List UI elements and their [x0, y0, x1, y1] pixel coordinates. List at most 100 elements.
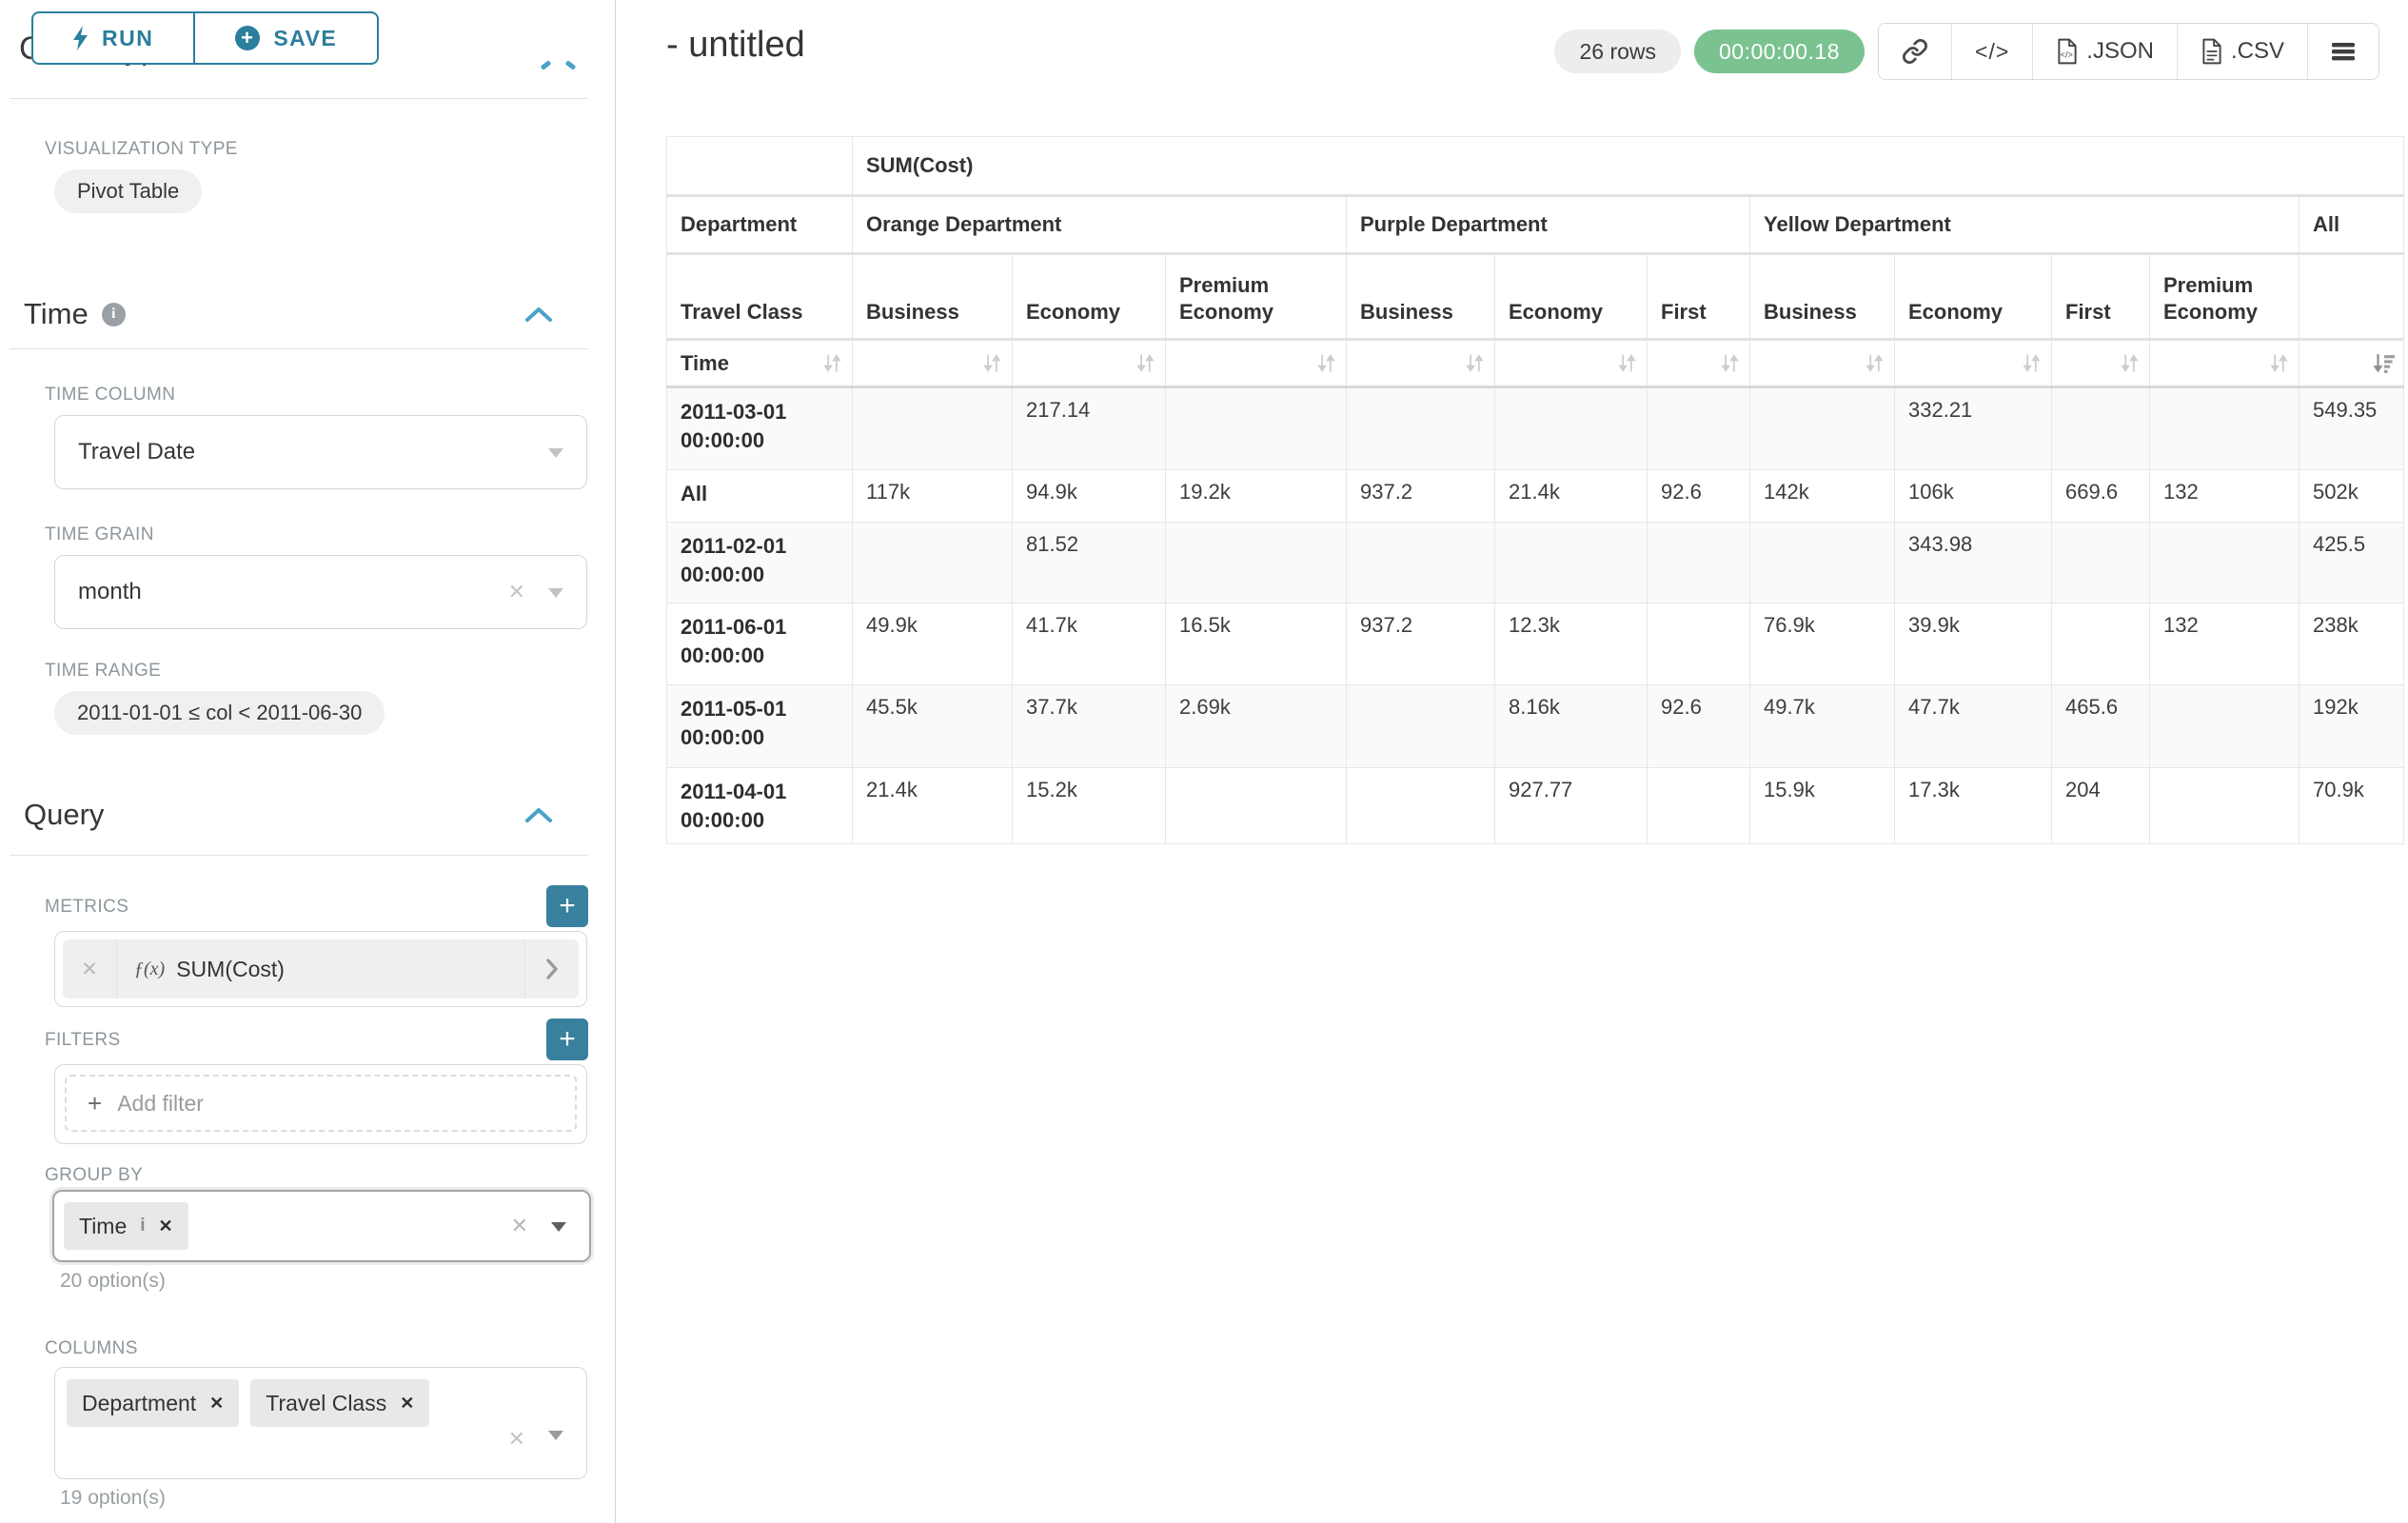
sort-icon[interactable]	[1863, 351, 1886, 375]
caret-down-icon[interactable]	[548, 588, 563, 598]
sort-icon[interactable]	[1463, 351, 1487, 375]
result-toolbar: 26 rows 00:00:00.18 </> </> .JSON	[1554, 23, 2379, 80]
run-button-label: RUN	[102, 26, 153, 51]
plus-circle-icon: +	[235, 26, 260, 50]
time-column-select[interactable]: Travel Date	[54, 415, 587, 489]
sort-icon[interactable]	[980, 351, 1004, 375]
pivot-department-header: Yellow Department	[1750, 196, 2299, 254]
chevron-up-icon[interactable]	[565, 60, 577, 70]
hamburger-icon	[2331, 41, 2356, 62]
clear-icon[interactable]: ✕	[508, 580, 525, 604]
columns-tag[interactable]: Travel Class ✕	[250, 1379, 429, 1427]
add-metric-button[interactable]: +	[546, 885, 588, 927]
pivot-cell	[1750, 387, 1895, 470]
pivot-cell: 49.9k	[853, 603, 1013, 685]
sort-icon[interactable]	[2118, 351, 2142, 375]
expand-metric-button[interactable]	[524, 940, 579, 999]
pivot-cell	[2052, 387, 2150, 470]
columns-select[interactable]: Department ✕ Travel Class ✕ ✕	[54, 1367, 587, 1479]
sort-icon[interactable]	[1718, 351, 1742, 375]
group-by-tag[interactable]: Time i ✕	[64, 1202, 188, 1250]
time-grain-select[interactable]: month ✕	[54, 555, 587, 629]
caret-down-icon[interactable]	[548, 1431, 563, 1440]
function-icon: ƒ(x)	[134, 959, 165, 980]
clear-icon[interactable]: ✕	[511, 1214, 528, 1238]
export-csv-button[interactable]: .CSV	[2178, 24, 2308, 79]
add-filter-plus-button[interactable]: +	[546, 1019, 588, 1060]
pivot-cell: 19.2k	[1166, 470, 1347, 523]
pivot-cell: 21.4k	[853, 768, 1013, 844]
pivot-cell: 669.6	[2052, 470, 2150, 523]
chevron-up-icon[interactable]	[523, 805, 554, 824]
pivot-cell	[1166, 768, 1347, 844]
sort-icon[interactable]	[1615, 351, 1639, 375]
columns-tag-label: Department	[82, 1391, 196, 1416]
chevron-up-icon[interactable]	[523, 305, 554, 324]
pivot-cell	[1495, 523, 1648, 603]
pivot-row: All117k94.9k19.2k937.221.4k92.6142k106k6…	[667, 470, 2404, 523]
pivot-cell: 142k	[1750, 470, 1895, 523]
pivot-sort-cell[interactable]	[1495, 340, 1648, 387]
pivot-cell: 92.6	[1648, 470, 1750, 523]
remove-metric-icon[interactable]: ✕	[63, 940, 117, 999]
copy-link-button[interactable]	[1879, 24, 1952, 79]
pivot-department-header: All	[2299, 196, 2404, 254]
pivot-sort-cell[interactable]	[2299, 340, 2404, 387]
caret-down-icon[interactable]	[551, 1222, 566, 1232]
columns-tag[interactable]: Department ✕	[67, 1379, 239, 1427]
chart-title[interactable]: - untitled	[666, 25, 805, 66]
columns-options-hint: 19 option(s)	[60, 1487, 166, 1510]
query-timer-badge: 00:00:00.18	[1694, 30, 1865, 73]
pivot-sort-cell[interactable]	[1013, 340, 1166, 387]
plus-icon: +	[88, 1091, 102, 1116]
time-column-value: Travel Date	[55, 439, 195, 465]
pivot-sort-cell[interactable]	[1895, 340, 2052, 387]
visualization-type-pill[interactable]: Pivot Table	[54, 169, 202, 213]
add-filter-button[interactable]: + Add filter	[65, 1075, 577, 1132]
pivot-sort-cell[interactable]	[1166, 340, 1347, 387]
sort-icon[interactable]	[1314, 351, 1338, 375]
sort-icon[interactable]	[2020, 351, 2043, 375]
pivot-travel-class-dim-label: Travel Class	[667, 254, 853, 340]
pivot-sort-cell[interactable]	[2150, 340, 2299, 387]
group-by-options-hint: 20 option(s)	[60, 1270, 166, 1293]
metric-pill[interactable]: ✕ ƒ(x) SUM(Cost)	[63, 940, 579, 999]
pivot-cell	[853, 523, 1013, 603]
remove-tag-icon[interactable]: ✕	[400, 1394, 414, 1414]
clear-icon[interactable]: ✕	[508, 1427, 525, 1452]
pivot-cell: 217.14	[1013, 387, 1166, 470]
time-range-pill[interactable]: 2011-01-01 ≤ col < 2011-06-30	[54, 691, 385, 735]
query-section-header: Query	[24, 798, 588, 832]
sort-icon[interactable]	[1134, 351, 1157, 375]
sort-icon[interactable]	[820, 351, 844, 375]
group-by-select[interactable]: Time i ✕ ✕	[52, 1190, 591, 1262]
pivot-row: 2011-05-01 00:00:0045.5k37.7k2.69k8.16k9…	[667, 685, 2404, 768]
pivot-cell	[2052, 523, 2150, 603]
caret-down-icon[interactable]	[548, 448, 563, 458]
remove-tag-icon[interactable]: ✕	[159, 1216, 173, 1236]
sort-desc-icon[interactable]	[2372, 351, 2396, 375]
chevron-up-icon[interactable]	[541, 60, 552, 70]
pivot-cell: 39.9k	[1895, 603, 2052, 685]
pivot-sort-cell[interactable]	[1347, 340, 1495, 387]
menu-button[interactable]	[2308, 24, 2378, 79]
run-button[interactable]: RUN	[31, 11, 194, 65]
info-icon[interactable]: i	[140, 1216, 145, 1236]
pivot-cell: 343.98	[1895, 523, 2052, 603]
save-button[interactable]: + SAVE	[194, 11, 379, 65]
sort-icon[interactable]	[2267, 351, 2291, 375]
pivot-cell: 92.6	[1648, 685, 1750, 768]
pivot-cell: 465.6	[2052, 685, 2150, 768]
info-icon[interactable]: i	[102, 303, 126, 326]
remove-tag-icon[interactable]: ✕	[209, 1394, 224, 1414]
pivot-row-label: 2011-05-01 00:00:00	[667, 685, 853, 768]
export-json-button[interactable]: </> .JSON	[2033, 24, 2178, 79]
pivot-time-sort-header: Time	[667, 340, 853, 387]
pivot-cell	[1347, 768, 1495, 844]
pivot-sort-cell[interactable]	[1750, 340, 1895, 387]
pivot-sort-cell[interactable]	[1648, 340, 1750, 387]
embed-code-button[interactable]: </>	[1952, 24, 2033, 79]
pivot-sort-cell[interactable]	[853, 340, 1013, 387]
pivot-sort-cell[interactable]	[2052, 340, 2150, 387]
pivot-row: 2011-02-01 00:00:0081.52343.98425.5	[667, 523, 2404, 603]
